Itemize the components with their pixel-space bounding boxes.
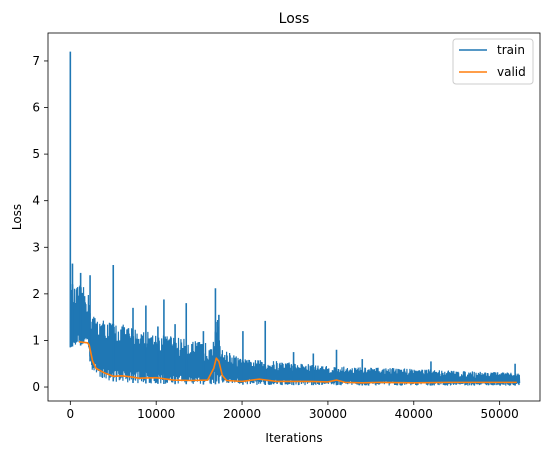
legend-label-valid: valid bbox=[497, 65, 526, 79]
plot-frame bbox=[47, 32, 541, 402]
y-tick-label: 6 bbox=[32, 101, 40, 115]
valid-series bbox=[78, 341, 517, 384]
y-tick-label: 4 bbox=[32, 194, 40, 208]
x-tick-label: 10000 bbox=[137, 407, 175, 421]
y-tick-label: 3 bbox=[32, 240, 40, 254]
x-tick-label: 0 bbox=[67, 407, 75, 421]
legend: train valid bbox=[452, 38, 534, 85]
x-tick-label: 20000 bbox=[223, 407, 261, 421]
y-tick-label: 0 bbox=[32, 380, 40, 394]
x-tick-label: 30000 bbox=[309, 407, 347, 421]
y-axis-label: Loss bbox=[10, 204, 24, 230]
x-axis: 0 10000 20000 30000 40000 50000 bbox=[67, 401, 519, 421]
y-tick-label: 1 bbox=[32, 333, 40, 347]
y-axis: 0 1 2 3 4 5 6 7 bbox=[32, 54, 48, 394]
chart-title: Loss bbox=[279, 11, 310, 27]
train-series bbox=[69, 51, 521, 386]
legend-label-train: train bbox=[497, 43, 525, 57]
valid-line bbox=[78, 341, 517, 384]
x-tick-label: 50000 bbox=[481, 407, 519, 421]
y-tick-label: 2 bbox=[32, 287, 40, 301]
y-tick-label: 7 bbox=[32, 54, 40, 68]
x-tick-label: 40000 bbox=[395, 407, 433, 421]
x-axis-label: Iterations bbox=[265, 431, 322, 445]
train-line bbox=[69, 284, 521, 386]
y-tick-label: 5 bbox=[32, 147, 40, 161]
